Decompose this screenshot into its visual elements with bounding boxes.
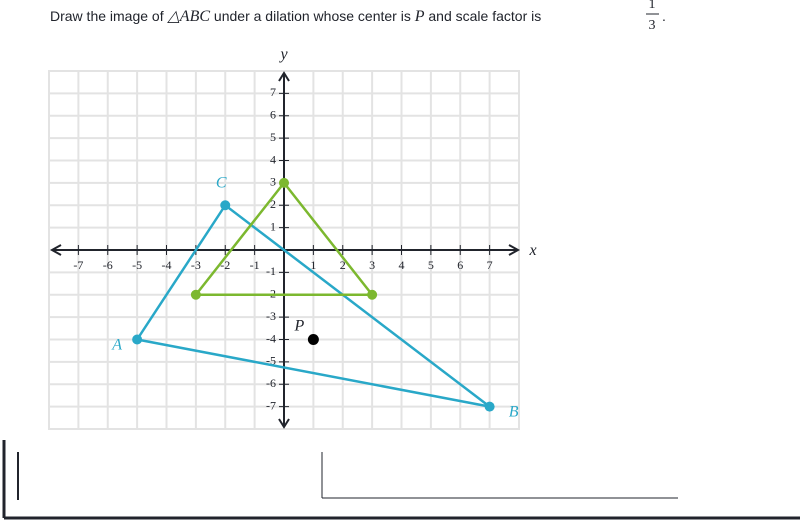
axis-arrow (278, 418, 290, 429)
y-tick-label: 3 (270, 175, 276, 189)
x-tick-label: -5 (132, 258, 142, 272)
vertex (279, 177, 289, 188)
triangle (193, 180, 375, 296)
question-math: P (414, 8, 425, 25)
x-tick-label: -2 (220, 258, 230, 272)
question: Draw the image of △ABC under a dilation … (50, 8, 541, 25)
y-axis-label: y (278, 46, 288, 63)
y-tick-label: -3 (266, 309, 276, 323)
vertex-label: C (216, 174, 227, 191)
x-tick-label: -3 (191, 258, 201, 272)
center-point (307, 334, 319, 345)
period: . (662, 8, 666, 24)
vertex-label: A (111, 337, 122, 354)
question-math: △ABC (167, 8, 211, 25)
y-tick-label: 4 (270, 152, 276, 166)
y-tick-label: -1 (266, 264, 276, 278)
triangle (135, 203, 491, 408)
vertex (220, 200, 231, 211)
x-tick-label: -4 (162, 258, 172, 272)
y-tick-label: 6 (270, 108, 276, 122)
x-tick-label: 3 (369, 258, 375, 272)
vertex (190, 289, 201, 300)
vertex (367, 289, 378, 300)
question-text: Draw the image of (50, 8, 164, 24)
axis-arrow (49, 244, 62, 256)
fraction-numerator: 1 (649, 0, 656, 12)
fraction-denominator: 3 (649, 18, 656, 33)
y-tick-label: 1 (270, 219, 276, 233)
coordinate-plane: xy-7 -6 -5 -4 -3 -2 -1 1 2 3 4 5 6 7-7-6-5-4-3-2-1123… (48, 46, 537, 430)
point-label: P (293, 318, 304, 335)
axis-arrow (278, 71, 290, 82)
question-text: under a dilation whose center is (214, 8, 411, 24)
y-tick-label: -6 (266, 376, 276, 390)
x-tick-label: 6 (457, 258, 463, 272)
x-tick-label: 7 (487, 258, 493, 272)
x-axis-label: x (528, 242, 536, 259)
x-tick-label: -7 (73, 258, 83, 272)
y-tick-label: -4 (266, 331, 276, 345)
axis-arrow (508, 244, 521, 256)
y-tick-label: 2 (270, 197, 276, 211)
vertex (132, 334, 143, 345)
y-tick-label: 5 (270, 130, 276, 144)
question-text: and scale factor is (428, 8, 541, 24)
vertex (484, 401, 495, 412)
x-tick-label: -6 (103, 258, 113, 272)
x-tick-label: 2 (340, 258, 346, 272)
vertex-label: B (509, 404, 519, 421)
x-tick-label: 1 (310, 258, 316, 272)
x-tick-label: -1 (250, 258, 260, 272)
y-tick-label: 7 (270, 85, 276, 99)
x-tick-label: 4 (399, 258, 405, 272)
y-tick-label: -5 (266, 354, 276, 368)
y-tick-label: -7 (266, 398, 276, 412)
x-tick-label: 5 (428, 258, 434, 272)
